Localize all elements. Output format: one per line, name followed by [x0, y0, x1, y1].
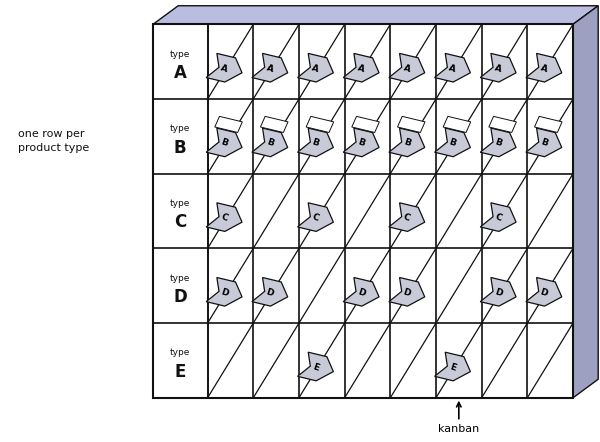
- Polygon shape: [397, 116, 425, 133]
- Text: A: A: [402, 63, 412, 74]
- Polygon shape: [389, 53, 425, 82]
- Text: kanban: kanban: [438, 402, 479, 434]
- Polygon shape: [434, 53, 470, 82]
- Text: type: type: [170, 348, 190, 358]
- Polygon shape: [260, 116, 288, 133]
- Text: C: C: [174, 213, 187, 231]
- Text: B: B: [448, 138, 457, 149]
- Polygon shape: [434, 128, 470, 157]
- Text: D: D: [173, 288, 187, 306]
- Polygon shape: [535, 116, 562, 133]
- Text: D: D: [539, 287, 549, 298]
- Text: D: D: [265, 287, 275, 298]
- Polygon shape: [252, 128, 288, 157]
- Bar: [153, 24, 573, 398]
- Polygon shape: [298, 352, 334, 381]
- Polygon shape: [480, 203, 516, 232]
- Polygon shape: [352, 116, 379, 133]
- Text: D: D: [356, 287, 366, 298]
- Text: E: E: [448, 362, 457, 373]
- Text: type: type: [170, 274, 190, 283]
- Polygon shape: [526, 278, 562, 306]
- Polygon shape: [389, 278, 425, 306]
- Polygon shape: [206, 203, 242, 232]
- Polygon shape: [434, 352, 470, 381]
- Polygon shape: [443, 116, 471, 133]
- Text: A: A: [448, 63, 457, 74]
- Text: E: E: [311, 362, 320, 373]
- Text: B: B: [311, 138, 320, 149]
- Polygon shape: [252, 278, 288, 306]
- Polygon shape: [343, 128, 379, 157]
- Text: B: B: [265, 138, 274, 149]
- Polygon shape: [343, 53, 379, 82]
- Polygon shape: [480, 53, 516, 82]
- Polygon shape: [573, 6, 598, 398]
- Polygon shape: [206, 53, 242, 82]
- Text: A: A: [220, 63, 229, 74]
- Text: C: C: [220, 213, 229, 223]
- Polygon shape: [526, 53, 562, 82]
- Text: C: C: [311, 213, 320, 223]
- Text: B: B: [174, 138, 187, 156]
- Polygon shape: [480, 278, 516, 306]
- Polygon shape: [489, 116, 517, 133]
- Text: E: E: [175, 362, 186, 381]
- Polygon shape: [206, 128, 242, 157]
- Polygon shape: [306, 116, 334, 133]
- Polygon shape: [206, 278, 242, 306]
- Text: B: B: [539, 138, 548, 149]
- Text: A: A: [311, 63, 320, 74]
- Polygon shape: [252, 53, 288, 82]
- Polygon shape: [215, 116, 242, 133]
- Text: C: C: [494, 213, 503, 223]
- Polygon shape: [298, 203, 334, 232]
- Text: B: B: [493, 138, 503, 149]
- Text: one row per
product type: one row per product type: [18, 130, 89, 153]
- Text: A: A: [356, 63, 366, 74]
- Text: B: B: [402, 138, 412, 149]
- Polygon shape: [480, 128, 516, 157]
- Polygon shape: [298, 53, 334, 82]
- Polygon shape: [389, 128, 425, 157]
- Text: A: A: [265, 63, 274, 74]
- Text: C: C: [402, 213, 412, 223]
- Text: A: A: [493, 63, 503, 74]
- Polygon shape: [298, 128, 334, 157]
- Polygon shape: [389, 203, 425, 232]
- Text: B: B: [356, 138, 366, 149]
- Text: type: type: [170, 124, 190, 133]
- Text: D: D: [219, 287, 229, 298]
- Polygon shape: [153, 6, 598, 24]
- Text: type: type: [170, 50, 190, 59]
- Text: A: A: [539, 63, 548, 74]
- Text: A: A: [174, 64, 187, 82]
- Text: D: D: [402, 287, 412, 298]
- Text: D: D: [493, 287, 503, 298]
- Text: type: type: [170, 199, 190, 208]
- Polygon shape: [526, 128, 562, 157]
- Polygon shape: [343, 278, 379, 306]
- Text: B: B: [220, 138, 229, 149]
